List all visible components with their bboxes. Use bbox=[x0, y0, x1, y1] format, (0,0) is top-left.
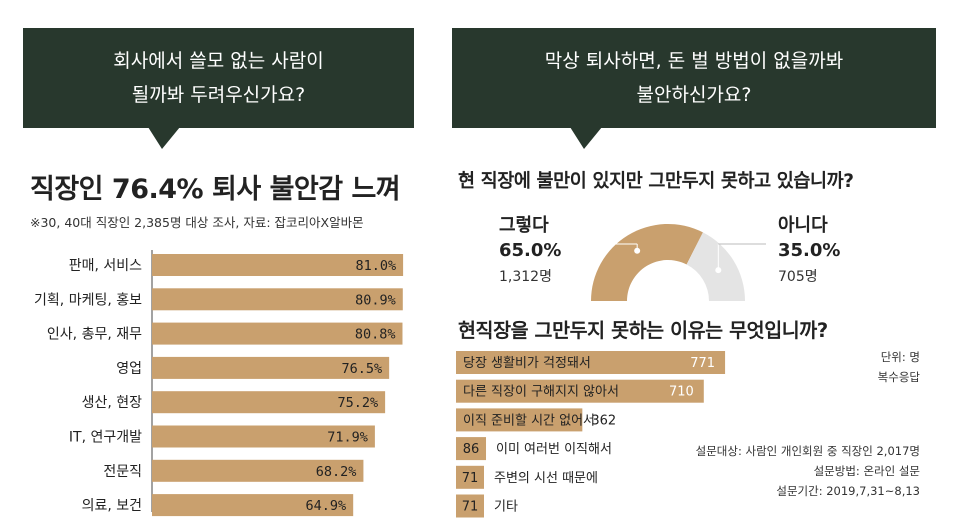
reason-category-label: 기타 bbox=[494, 500, 518, 515]
pie-yes-percent: 65.0% bbox=[499, 240, 562, 261]
half-donut-chart bbox=[582, 224, 766, 301]
bar-category-label: 의료, 보건 bbox=[82, 498, 142, 514]
survey-target: 설문대상: 사람인 개인회원 중 직장인 2,017명 bbox=[695, 444, 920, 458]
reason-category-label: 다른 직장이 구해지지 않아서 bbox=[463, 385, 619, 400]
reason-bar-2 bbox=[456, 379, 704, 403]
bar-category-label: 생산, 현장 bbox=[82, 395, 143, 411]
donut-slice-1 bbox=[591, 224, 703, 301]
reason-category-label: 이미 여러번 이직해서 bbox=[496, 442, 612, 457]
reason-bar-5 bbox=[456, 465, 484, 489]
reason-value-label: 362 bbox=[591, 413, 616, 428]
bar-8 bbox=[152, 494, 354, 517]
left-speech-bubble: 회사에서 쓸모 없는 사람이 될까봐 두려우신가요? bbox=[23, 28, 414, 128]
bar-category-label: 판매, 서비스 bbox=[69, 258, 142, 274]
reason-bar-4 bbox=[456, 437, 487, 461]
pie-no-count: 705명 bbox=[778, 269, 818, 285]
reason-value-label: 71 bbox=[462, 500, 479, 515]
left-bubble-text: 회사에서 쓸모 없는 사람이 될까봐 두려우신가요? bbox=[113, 50, 324, 106]
bar-7 bbox=[152, 459, 364, 482]
reason-bar-1 bbox=[456, 351, 726, 374]
no-leader-dot bbox=[715, 267, 722, 274]
bar-value-label: 68.2% bbox=[316, 464, 357, 480]
bar-value-label: 75.2% bbox=[337, 395, 378, 411]
pie-no-name: 아니다 bbox=[778, 215, 828, 236]
bar-5 bbox=[152, 391, 386, 414]
unit-notes: 단위: 명 복수응답 bbox=[840, 347, 920, 387]
right-speech-bubble: 막상 퇴사하면, 돈 벌 방법이 없을까봐 불안하신가요? bbox=[452, 28, 936, 128]
bar-4 bbox=[152, 356, 390, 379]
question-1-title: 현 직장에 불만이 있지만 그만두지 못하고 있습니까? bbox=[458, 171, 854, 192]
bar-value-label: 80.9% bbox=[355, 292, 396, 308]
left-bubble-tail bbox=[148, 127, 180, 149]
pie-no-percent: 35.0% bbox=[778, 240, 841, 261]
reason-category-label: 이직 준비할 시간 없어서 bbox=[463, 413, 595, 428]
bar-category-label: 영업 bbox=[116, 361, 142, 377]
reason-value-label: 71 bbox=[462, 471, 479, 486]
bar-6 bbox=[152, 425, 375, 448]
bar-category-label: 전문직 bbox=[103, 464, 142, 480]
bar-category-label: 인사, 총무, 재무 bbox=[47, 327, 142, 343]
reason-value-label: 86 bbox=[463, 442, 480, 457]
left-chart-title: 직장인 76.4% 퇴사 불안감 느껴 bbox=[30, 174, 401, 205]
survey-info: 설문대상: 사람인 개인회원 중 직장인 2,017명 설문방법: 온라인 설문… bbox=[600, 441, 920, 501]
reason-category-label: 당장 생활비가 걱정돼서 bbox=[463, 356, 591, 371]
right-bubble-text: 막상 퇴사하면, 돈 벌 방법이 없을까봐 불안하신가요? bbox=[544, 50, 844, 106]
reason-value-label: 710 bbox=[669, 385, 694, 400]
bar-2 bbox=[152, 288, 403, 311]
reason-value-label: 771 bbox=[690, 356, 715, 371]
unit-note: 단위: 명 bbox=[880, 350, 920, 364]
bar-value-label: 64.9% bbox=[306, 498, 347, 514]
bar-category-label: IT, 연구개발 bbox=[69, 430, 142, 446]
reason-category-label: 주변의 시선 때문에 bbox=[494, 471, 598, 486]
survey-period: 설문기간: 2019,7,31~8,13 bbox=[776, 484, 920, 498]
multi-answer-note: 복수응답 bbox=[877, 370, 920, 384]
donut-slice-2 bbox=[686, 232, 745, 301]
survey-method: 설문방법: 온라인 설문 bbox=[813, 464, 920, 478]
bar-category-label: 기획, 마케팅, 홍보 bbox=[34, 292, 142, 308]
yes-leader-dot bbox=[634, 247, 641, 254]
reasons-bar-chart: 당장 생활비가 걱정돼서 771 다른 직장이 구해지지 않아서 710 이직 준비할 … bbox=[456, 351, 726, 518]
bar-value-label: 80.8% bbox=[355, 327, 396, 343]
bar-3 bbox=[152, 322, 403, 345]
left-chart-subtitle: ※30, 40대 직장인 2,385명 대상 조사, 자료: 잡코리아X알바몬 bbox=[30, 215, 364, 230]
pie-no-label: 아니다 35.0% bbox=[778, 213, 840, 263]
reason-bar-3 bbox=[456, 408, 583, 432]
question-2-title: 현직장을 그만두지 못하는 이유는 무엇입니까? bbox=[458, 319, 828, 342]
pie-yes-count: 1,312명 bbox=[499, 269, 552, 285]
bar-value-label: 81.0% bbox=[355, 258, 396, 274]
reason-bar-6 bbox=[456, 494, 484, 518]
bar-1 bbox=[152, 254, 404, 276]
left-bar-chart: 판매, 서비스 81.0% 기획, 마케팅, 홍보 80.9% 인사, 총무, 재무 80… bbox=[34, 250, 404, 517]
bar-value-label: 71.9% bbox=[327, 430, 368, 446]
bar-value-label: 76.5% bbox=[342, 361, 383, 377]
right-bubble-tail bbox=[570, 127, 602, 149]
pie-yes-name: 그렇다 bbox=[499, 215, 549, 236]
pie-yes-label: 그렇다 65.0% bbox=[499, 213, 561, 263]
